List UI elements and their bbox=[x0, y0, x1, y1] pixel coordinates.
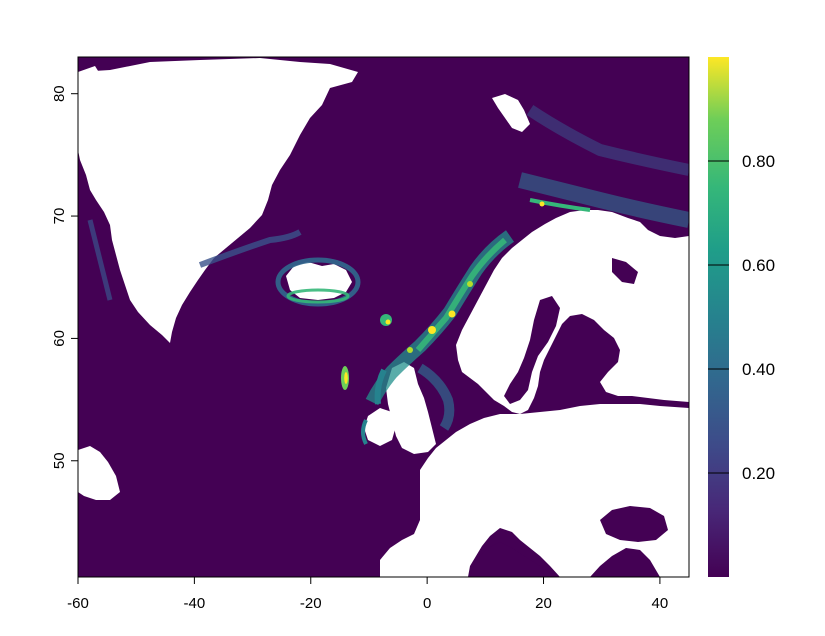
colorbar-ticks: 0.20 0.40 0.60 0.80 bbox=[708, 152, 775, 483]
colorbar-tick-label: 0.60 bbox=[742, 256, 775, 275]
greenland-landmass bbox=[78, 58, 358, 343]
x-tick-label: 0 bbox=[423, 595, 431, 612]
y-axis: 50 60 70 80 bbox=[51, 85, 79, 469]
y-tick-label: 80 bbox=[51, 85, 68, 102]
x-tick-label: -20 bbox=[300, 595, 322, 612]
great-britain-landmass bbox=[386, 362, 436, 454]
ellesmere-landmass bbox=[78, 66, 100, 82]
scandinavia-landmass bbox=[456, 210, 689, 414]
baltic-sea bbox=[504, 296, 560, 404]
ireland-landmass bbox=[364, 408, 396, 446]
mediterranean-sea bbox=[470, 542, 556, 577]
white-sea bbox=[612, 258, 638, 284]
suitability-overlay bbox=[87, 105, 689, 445]
x-tick-label: 40 bbox=[652, 595, 669, 612]
y-tick-label: 70 bbox=[51, 208, 68, 225]
svalbard-landmass bbox=[492, 94, 530, 132]
y-tick-label: 50 bbox=[51, 452, 68, 469]
colorbar-tick-label: 0.40 bbox=[742, 360, 775, 379]
north-america-landmass bbox=[78, 446, 120, 500]
colorbar-tick-label: 0.20 bbox=[742, 464, 775, 483]
x-tick-label: 20 bbox=[535, 595, 552, 612]
black-sea bbox=[600, 506, 668, 542]
x-axis: -60 -40 -20 0 20 40 bbox=[67, 576, 669, 612]
x-tick-label: -60 bbox=[67, 595, 89, 612]
colorbar-tick-label: 0.80 bbox=[742, 152, 775, 171]
colorbar bbox=[708, 57, 729, 577]
y-tick-label: 60 bbox=[51, 330, 68, 347]
map-plot-area bbox=[78, 57, 689, 577]
x-tick-label: -40 bbox=[184, 595, 206, 612]
